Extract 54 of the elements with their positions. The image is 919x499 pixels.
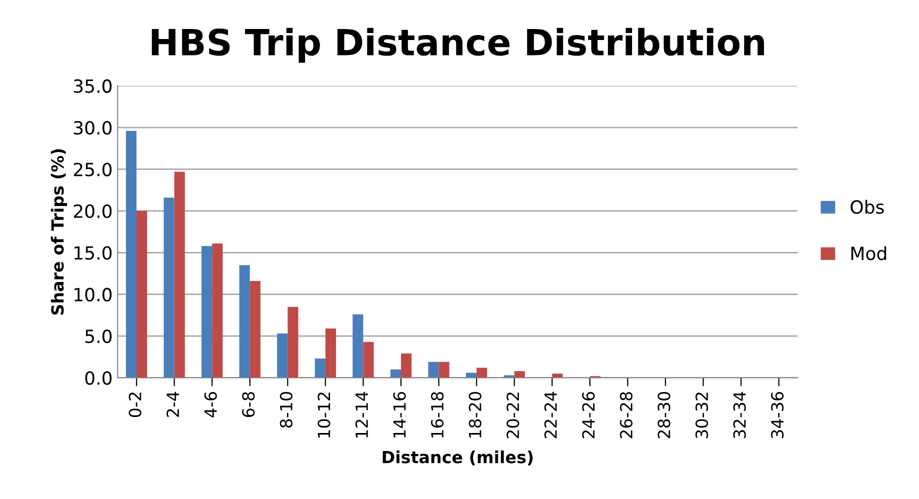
bar — [202, 246, 212, 378]
x-tick-label: 16-18 — [431, 392, 444, 438]
x-tick-label: 12-14 — [355, 392, 368, 438]
y-tick-label: 35.0 — [74, 79, 112, 93]
bar — [277, 334, 288, 378]
bar — [164, 198, 174, 378]
x-tick-label: 10-12 — [318, 392, 330, 438]
x-tick-label: 8-10 — [280, 392, 292, 428]
x-tick-label: 26-28 — [620, 392, 633, 438]
bar — [250, 280, 260, 378]
x-tick-label: 14-16 — [393, 392, 406, 438]
x-tick-label: 22-24 — [544, 392, 557, 438]
bar — [126, 130, 137, 378]
bar — [288, 306, 298, 378]
x-tick-label: 32-34 — [733, 392, 746, 438]
bar — [239, 265, 250, 378]
x-tick-label: 6-8 — [242, 392, 255, 417]
legend-label: Obs — [850, 200, 884, 214]
x-tick-label: 28-30 — [658, 392, 670, 438]
y-tick-label: 20.0 — [74, 204, 112, 218]
x-tick-label: 4-6 — [204, 392, 217, 418]
x-tick-label: 24-26 — [582, 392, 595, 438]
bar — [325, 328, 336, 378]
x-tick-label: 18-20 — [468, 392, 482, 438]
y-tick-label: 10.0 — [74, 288, 112, 302]
x-tick-label: 30-32 — [695, 392, 708, 438]
legend-label: Mod — [851, 246, 886, 260]
x-tick-label: 34-36 — [771, 392, 784, 438]
bar — [400, 354, 412, 378]
x-tick-label: 20-22 — [506, 392, 520, 438]
bar — [466, 372, 477, 378]
bar — [136, 210, 148, 378]
x-tick-label: 2-4 — [166, 392, 179, 417]
y-tick-label: 30.0 — [74, 120, 112, 135]
y-tick-label: 25.0 — [74, 162, 112, 176]
bar — [390, 369, 401, 378]
bar — [552, 374, 563, 378]
y-tick-label: 15.0 — [74, 246, 112, 260]
bar — [352, 314, 364, 378]
y-tick-label: 0.0 — [85, 371, 112, 385]
bar — [314, 358, 326, 378]
bar — [212, 243, 223, 378]
x-axis-title: Distance (miles) — [382, 450, 533, 466]
bar — [514, 371, 525, 378]
bar — [476, 368, 488, 378]
y-tick-label: 5.0 — [85, 330, 112, 344]
bar — [428, 362, 439, 378]
bar — [438, 362, 450, 378]
bar — [504, 375, 514, 378]
bar — [174, 172, 185, 378]
chart-title: HBS Trip Distance Distribution — [152, 28, 764, 63]
x-tick-label: 0-2 — [128, 392, 142, 418]
bar — [363, 342, 374, 378]
y-axis-title: Share of Trips (%) — [50, 149, 68, 315]
